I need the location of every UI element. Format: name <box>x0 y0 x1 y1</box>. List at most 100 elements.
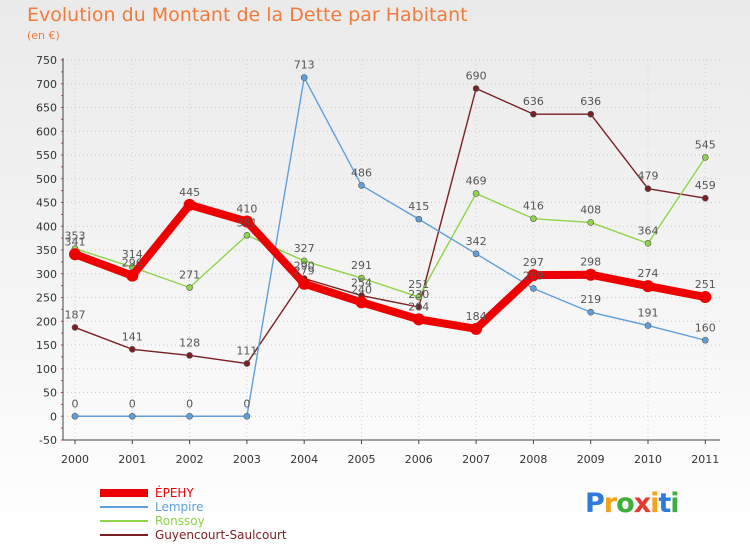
data-point <box>358 274 365 282</box>
x-tick-label: 2009 <box>577 453 605 466</box>
y-tick-label: 600 <box>36 125 57 138</box>
logo-letter: t <box>658 488 671 519</box>
logo-letter: r <box>603 488 617 519</box>
x-tick-label: 2006 <box>405 453 433 466</box>
x-tick-label: 2003 <box>233 453 261 466</box>
data-label: 141 <box>122 330 143 343</box>
data-label: 445 <box>179 186 200 199</box>
data-point <box>530 215 537 222</box>
data-label: 204 <box>408 300 429 313</box>
data-point <box>472 250 480 258</box>
data-point <box>243 360 251 367</box>
data-point <box>300 257 308 265</box>
data-point <box>701 336 709 344</box>
data-label: 269 <box>523 269 544 282</box>
data-point <box>126 269 139 282</box>
data-point <box>587 308 595 316</box>
y-tick-label: 500 <box>36 173 57 186</box>
logo-letter: P <box>585 488 605 519</box>
legend-label: Lempire <box>155 500 204 514</box>
logo-letter: i <box>670 488 679 519</box>
data-label: 274 <box>638 267 659 280</box>
grid-lines <box>63 59 720 441</box>
data-point <box>412 313 425 326</box>
data-point <box>644 322 652 329</box>
data-label: 341 <box>65 235 86 248</box>
data-label: 251 <box>695 278 716 291</box>
data-label: 545 <box>695 138 716 151</box>
data-point <box>701 194 709 202</box>
axes: -50 0 50 100 150 200 250 300 350 400 450 500 550 600 6… <box>36 54 720 466</box>
data-label: 251 <box>408 278 429 291</box>
y-tick-label: 100 <box>36 363 57 376</box>
data-point <box>527 269 540 282</box>
data-point <box>415 215 423 223</box>
y-tick-label: 450 <box>36 197 57 210</box>
y-tick-label: 200 <box>36 315 57 328</box>
legend-label: ÉPEHY <box>155 485 194 500</box>
x-tick-label: 2004 <box>290 453 318 466</box>
x-tick-label: 2007 <box>462 453 490 466</box>
data-point <box>472 85 480 92</box>
data-label: 111 <box>236 345 257 358</box>
data-label: 713 <box>294 59 315 72</box>
data-label: 690 <box>466 70 487 83</box>
data-point <box>530 285 537 292</box>
data-label: 327 <box>294 242 315 255</box>
y-tick-label: 650 <box>36 102 57 115</box>
data-label: 0 <box>129 397 136 410</box>
data-label: 160 <box>695 321 716 334</box>
data-label: 297 <box>523 256 544 269</box>
series-line--pehy <box>71 200 710 333</box>
data-point <box>701 154 709 161</box>
data-point <box>243 231 251 239</box>
data-label: 636 <box>580 95 601 108</box>
y-tick-label: 400 <box>36 220 57 233</box>
data-point <box>358 182 365 189</box>
proxiti-logo: Proxiti <box>585 488 680 519</box>
chart-subtitle: (en €) <box>27 29 60 42</box>
data-point <box>69 248 81 261</box>
data-point <box>644 240 652 247</box>
series-lines <box>69 74 712 420</box>
logo-letter: i <box>650 488 659 519</box>
data-point <box>186 284 193 291</box>
series-line-guyencourt-saulcourt <box>74 87 706 365</box>
data-label: 296 <box>122 257 143 270</box>
y-tick-label: 0 <box>50 410 57 423</box>
data-label: 416 <box>523 200 544 213</box>
y-tick-label: -50 <box>39 434 57 447</box>
data-label: 479 <box>638 170 659 183</box>
data-point <box>129 345 136 353</box>
x-tick-label: 2000 <box>61 453 89 466</box>
data-point <box>71 324 79 331</box>
data-label: 0 <box>186 397 193 410</box>
data-label: 415 <box>408 200 429 213</box>
y-tick-label: 50 <box>43 387 57 400</box>
y-tick-label: 300 <box>36 268 57 281</box>
series-line-lempire <box>74 76 706 417</box>
data-point <box>415 303 423 311</box>
data-point <box>644 185 652 193</box>
data-label: 279 <box>294 265 315 278</box>
data-label: 298 <box>580 256 601 269</box>
data-label: 469 <box>466 174 487 187</box>
data-label: 364 <box>638 224 659 237</box>
data-point <box>129 412 136 420</box>
data-label: 290 <box>294 260 315 273</box>
x-tick-label: 2005 <box>348 453 376 466</box>
y-tick-label: 150 <box>36 339 57 352</box>
data-label: 291 <box>351 259 372 272</box>
x-tick-label: 2008 <box>519 453 547 466</box>
legend-label: Guyencourt-Saulcourt <box>155 528 287 542</box>
data-point <box>186 352 193 359</box>
data-point <box>300 74 308 81</box>
y-tick-label: 350 <box>36 244 57 257</box>
data-label: 191 <box>638 307 659 320</box>
data-label: 254 <box>351 277 372 290</box>
data-point <box>699 291 712 304</box>
chart-title: Evolution du Montant de la Dette par Hab… <box>27 4 468 26</box>
data-label: 459 <box>695 179 716 192</box>
